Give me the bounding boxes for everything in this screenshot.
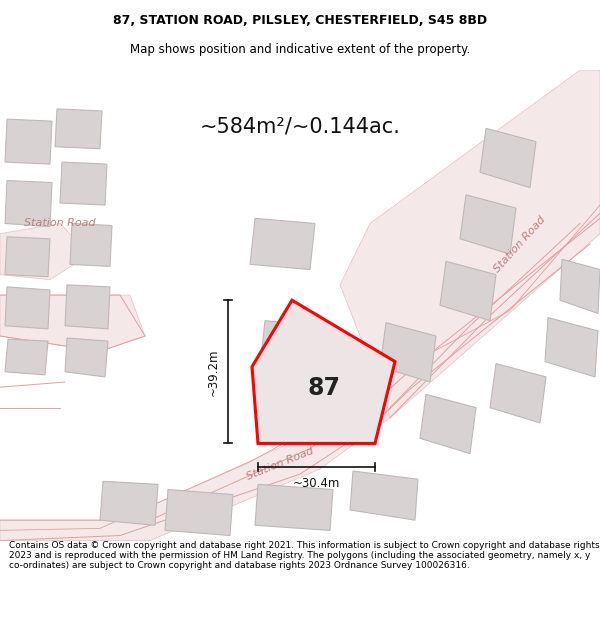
Polygon shape: [560, 259, 600, 314]
Text: Station Road: Station Road: [245, 446, 315, 482]
Text: Station Road: Station Road: [24, 219, 96, 229]
Polygon shape: [545, 318, 598, 377]
Polygon shape: [0, 192, 600, 541]
Polygon shape: [60, 162, 107, 205]
Polygon shape: [5, 119, 52, 164]
Polygon shape: [460, 195, 516, 254]
Text: ~30.4m: ~30.4m: [293, 478, 340, 490]
Polygon shape: [340, 70, 600, 418]
Polygon shape: [0, 295, 145, 351]
Text: Station Road: Station Road: [493, 214, 548, 274]
Polygon shape: [480, 128, 536, 188]
Polygon shape: [65, 285, 110, 329]
Polygon shape: [490, 364, 546, 423]
Polygon shape: [5, 339, 48, 375]
Text: ~39.2m: ~39.2m: [207, 348, 220, 396]
Polygon shape: [100, 481, 158, 525]
Text: ~584m²/~0.144ac.: ~584m²/~0.144ac.: [200, 116, 400, 136]
Polygon shape: [5, 287, 50, 329]
Text: Map shows position and indicative extent of the property.: Map shows position and indicative extent…: [130, 43, 470, 56]
Polygon shape: [380, 322, 436, 382]
Polygon shape: [420, 394, 476, 454]
Polygon shape: [5, 237, 50, 277]
Polygon shape: [260, 321, 320, 374]
Polygon shape: [440, 261, 496, 321]
Polygon shape: [165, 489, 233, 536]
Polygon shape: [255, 484, 333, 531]
Polygon shape: [65, 338, 108, 377]
Polygon shape: [350, 471, 418, 520]
Text: 87, STATION ROAD, PILSLEY, CHESTERFIELD, S45 8BD: 87, STATION ROAD, PILSLEY, CHESTERFIELD,…: [113, 14, 487, 27]
Polygon shape: [0, 224, 90, 280]
Text: Contains OS data © Crown copyright and database right 2021. This information is : Contains OS data © Crown copyright and d…: [9, 541, 599, 571]
Polygon shape: [250, 218, 315, 269]
Text: 87: 87: [308, 376, 341, 400]
Polygon shape: [5, 181, 52, 226]
Polygon shape: [70, 224, 112, 266]
Polygon shape: [55, 109, 102, 149]
Polygon shape: [252, 300, 395, 443]
